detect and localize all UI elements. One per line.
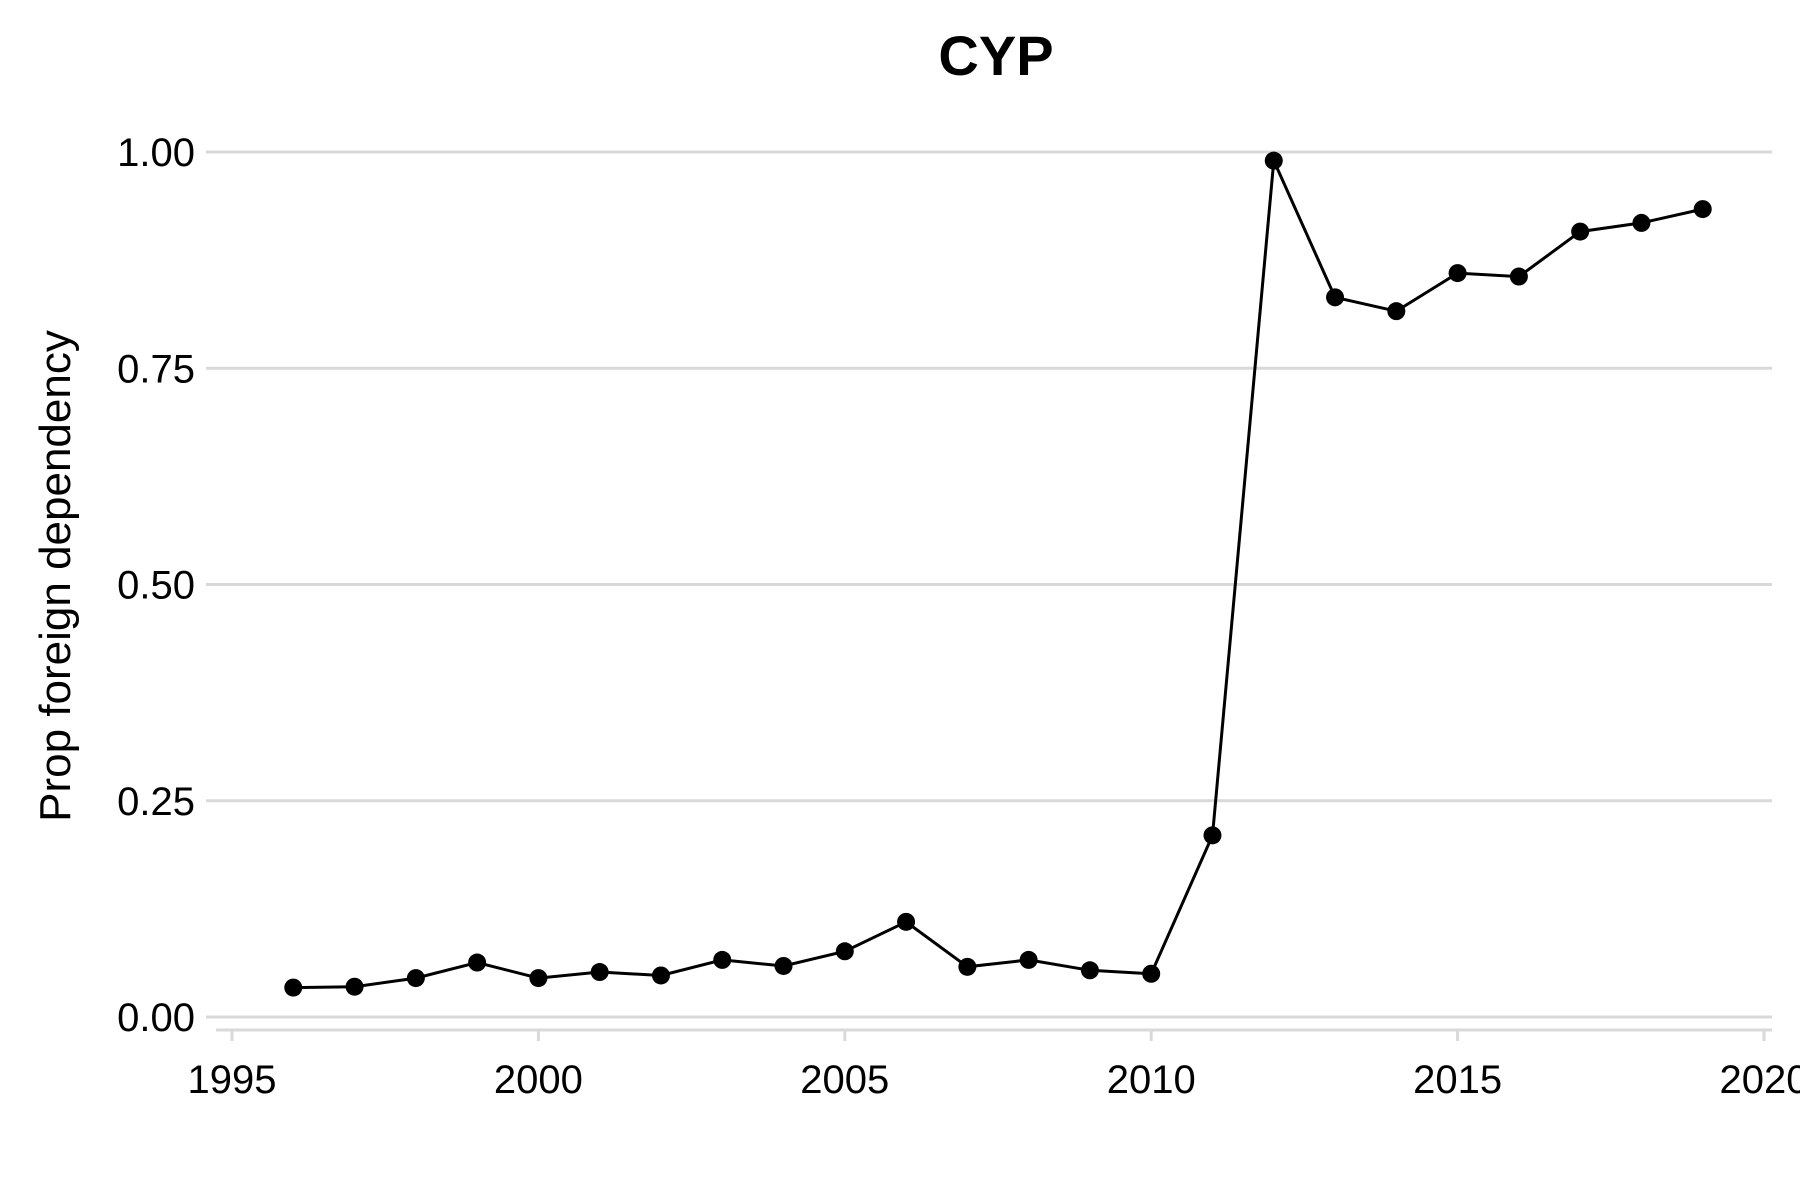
data-point: [468, 953, 487, 972]
data-point: [1264, 151, 1283, 170]
data-point: [345, 977, 364, 996]
data-point: [406, 969, 425, 988]
y-tick-label: 0.75: [117, 347, 195, 391]
data-point: [897, 912, 916, 931]
data-point: [713, 950, 732, 969]
y-tick-label: 0.50: [117, 564, 195, 608]
data-point: [1571, 222, 1590, 241]
x-tick-label: 1995: [188, 1058, 277, 1102]
data-point: [774, 956, 793, 975]
series-line: [293, 154, 1704, 990]
x-tick-label: 2020: [1720, 1058, 1800, 1102]
y-tick-label: 1.00: [117, 131, 195, 175]
x-tick-label: 2005: [800, 1058, 889, 1102]
data-point: [1019, 950, 1038, 969]
data-point: [1387, 302, 1406, 321]
data-point: [1326, 288, 1345, 307]
data-point: [529, 969, 548, 988]
data-point: [284, 978, 303, 997]
chart-title: CYP: [938, 24, 1053, 87]
data-point: [1632, 213, 1651, 232]
data-point: [651, 966, 670, 985]
grid-lines: [206, 150, 1772, 1019]
data-point: [1509, 267, 1528, 286]
data-point: [1448, 264, 1467, 283]
data-point: [590, 963, 609, 982]
x-axis-ticks: 1995 2000 2005 2010 2015 2020: [188, 1030, 1800, 1102]
x-tick-label: 2015: [1413, 1058, 1502, 1102]
data-point: [1203, 826, 1222, 845]
data-point: [835, 942, 854, 961]
x-tick-label: 2000: [494, 1058, 583, 1102]
data-point: [1142, 964, 1161, 983]
data-point: [1693, 200, 1712, 219]
series-group: [284, 151, 1712, 997]
y-axis-label: Prop foreign dependency: [31, 330, 80, 822]
y-tick-label: 0.00: [117, 996, 195, 1040]
data-point: [1080, 961, 1099, 980]
y-tick-label: 0.25: [117, 780, 195, 824]
y-axis-ticks: 0.00 0.25 0.50 0.75 1.00: [117, 131, 195, 1040]
x-tick-label: 2010: [1107, 1058, 1196, 1102]
data-point: [958, 957, 977, 976]
